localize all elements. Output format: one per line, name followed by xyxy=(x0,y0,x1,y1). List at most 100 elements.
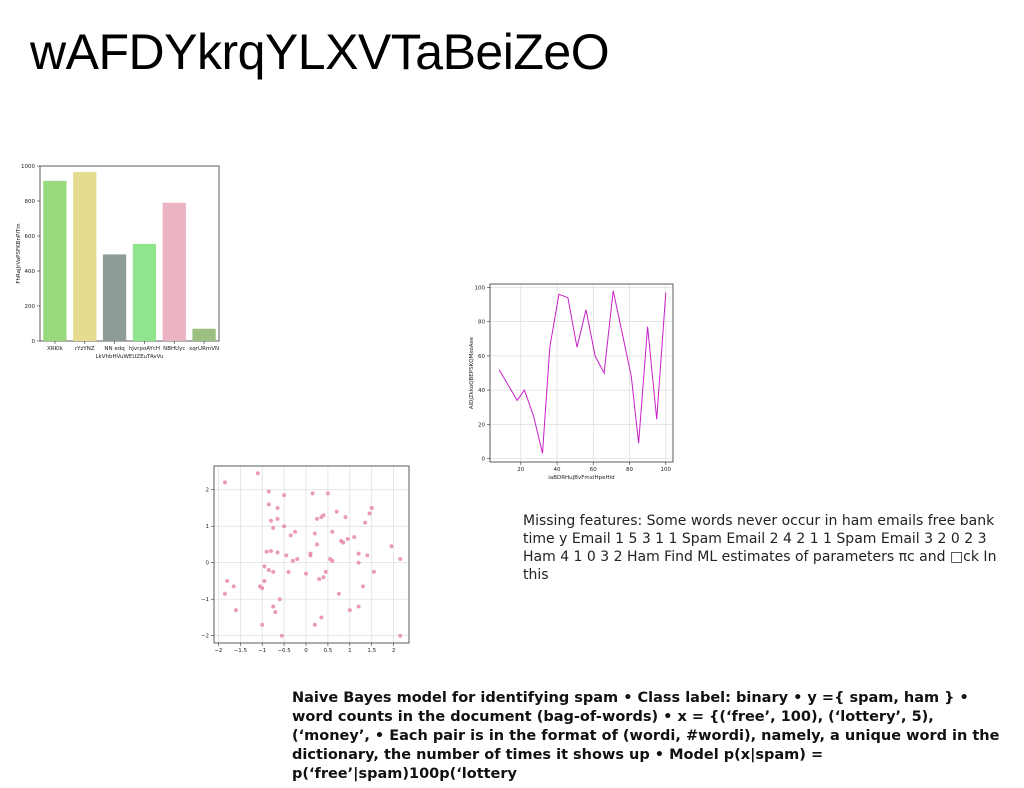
scatter-point xyxy=(352,535,357,540)
scatter-point xyxy=(282,493,287,498)
bar-x-tick-label: NBHUyc xyxy=(163,346,185,352)
scatter-point xyxy=(321,513,326,518)
scatter-x-tick-label: −1 xyxy=(258,648,266,654)
line-y-tick-label: 100 xyxy=(475,285,486,291)
scatter-point xyxy=(363,520,368,525)
line-x-tick-label: 100 xyxy=(661,467,672,473)
line-chart-svg: 0 20 40 60 80 100 20 40 60 80 100 iaBDRHujBvFmxlHpe… xyxy=(469,283,674,481)
scatter-y-tick-label: 0 xyxy=(206,561,210,567)
scatter-point xyxy=(356,604,361,609)
scatter-point xyxy=(312,531,317,536)
scatter-point xyxy=(317,577,322,582)
scatter-x-tick-label: −0.5 xyxy=(277,648,291,654)
scatter-point xyxy=(262,578,267,583)
scatter-point xyxy=(277,597,282,602)
line-y-tick-label: 60 xyxy=(478,354,485,360)
bar-y-axis-label: FhRajJrVaPSFKBnPITm xyxy=(16,223,22,283)
bar-y-tick-label: 0 xyxy=(32,339,36,345)
line-y-tick-label: 40 xyxy=(478,388,485,394)
line-y-tick-label: 80 xyxy=(478,320,485,326)
scatter-point xyxy=(275,550,280,555)
scatter-point xyxy=(398,633,403,638)
line-x-tick-label: 60 xyxy=(590,467,597,473)
scatter-point xyxy=(341,540,346,545)
scatter-point xyxy=(369,505,374,510)
scatter-point xyxy=(262,564,267,569)
scatter-point xyxy=(330,529,335,534)
scatter-point xyxy=(314,542,319,547)
scatter-point xyxy=(273,609,278,614)
scatter-x-tick-label: 1.5 xyxy=(367,648,376,654)
scatter-point xyxy=(260,586,265,591)
scatter-point xyxy=(308,551,313,556)
scatter-point xyxy=(293,529,298,534)
line-chart: 0 20 40 60 80 100 20 40 60 80 100 iaBDRHujBvFmxlHpe… xyxy=(465,280,677,488)
bar xyxy=(102,254,127,341)
body-text: Missing features: Some words never occur… xyxy=(523,513,997,583)
bar-x-tick-label: hJvrpoAYcH xyxy=(129,346,160,352)
scatter-point xyxy=(347,608,352,613)
scatter-point xyxy=(365,553,370,558)
scatter-point xyxy=(260,622,265,627)
scatter-plot-frame xyxy=(213,465,410,644)
scatter-point xyxy=(233,608,238,613)
scatter-x-tick-label: −2 xyxy=(214,648,222,654)
scatter-point xyxy=(225,578,230,583)
scatter-point xyxy=(268,518,273,523)
bar-x-tick-label: rYzYNZ xyxy=(75,346,95,352)
bar-y-tick-label: 400 xyxy=(25,269,36,275)
scatter-point xyxy=(304,571,309,576)
bar-x-tick-label: XRKlk xyxy=(47,346,64,352)
scatter-chart: −2 −1 0 1 2 −2 −1.5 −1 −0.5 0 0.5 1 1.5 2 xyxy=(197,462,412,662)
bar-x-tick-label: NN edq xyxy=(104,346,124,352)
scatter-point xyxy=(356,560,361,565)
scatter-point xyxy=(319,615,324,620)
scatter-point xyxy=(323,569,328,574)
line-x-tick-label: 80 xyxy=(626,467,633,473)
scatter-point xyxy=(275,516,280,521)
bar xyxy=(162,202,186,341)
scatter-point xyxy=(271,526,276,531)
scatter-point xyxy=(264,549,269,554)
scatter-x-tick-label: 0.5 xyxy=(324,648,333,654)
bar xyxy=(132,243,157,341)
line-plot-frame xyxy=(489,283,674,463)
scatter-point xyxy=(367,511,372,516)
scatter-point xyxy=(231,584,236,589)
line-x-tick-label: 40 xyxy=(554,467,561,473)
scatter-point xyxy=(345,536,350,541)
line-series xyxy=(498,290,667,454)
bar-plot-frame xyxy=(39,165,220,342)
scatter-point xyxy=(312,622,317,627)
scatter-point xyxy=(271,569,276,574)
slide-title: wAFDYkrqYLXVTaBeiZeO xyxy=(30,24,610,80)
bar xyxy=(73,172,97,341)
scatter-y-tick-label: −1 xyxy=(201,597,209,603)
scatter-point xyxy=(275,505,280,510)
scatter-point xyxy=(255,471,260,476)
scatter-point xyxy=(282,524,287,529)
line-y-tick-label: 20 xyxy=(478,422,485,428)
scatter-point xyxy=(325,491,330,496)
scatter-y-tick-label: 1 xyxy=(206,524,210,530)
scatter-point xyxy=(266,489,271,494)
scatter-point xyxy=(222,480,227,485)
scatter-x-tick-label: 2 xyxy=(392,648,396,654)
scatter-point xyxy=(279,633,284,638)
scatter-point xyxy=(334,509,339,514)
bar-x-tick-label: xqrURmVN xyxy=(189,346,219,352)
scatter-point xyxy=(398,557,403,562)
scatter-point xyxy=(356,551,361,556)
scatter-point xyxy=(310,491,315,496)
scatter-point xyxy=(288,533,293,538)
scatter-point xyxy=(222,591,227,596)
scatter-point xyxy=(360,584,365,589)
bar-chart-svg: 0 200 400 600 800 1000 XRKlk rYzYNZ NN edq hJvrpo… xyxy=(16,164,220,360)
scatter-point xyxy=(271,604,276,609)
bar xyxy=(192,328,216,341)
scatter-y-tick-label: 2 xyxy=(206,488,210,494)
scatter-point xyxy=(371,569,376,574)
line-y-tick-label: 0 xyxy=(482,457,486,463)
bar-y-tick-label: 200 xyxy=(25,304,36,310)
scatter-point xyxy=(266,502,271,507)
